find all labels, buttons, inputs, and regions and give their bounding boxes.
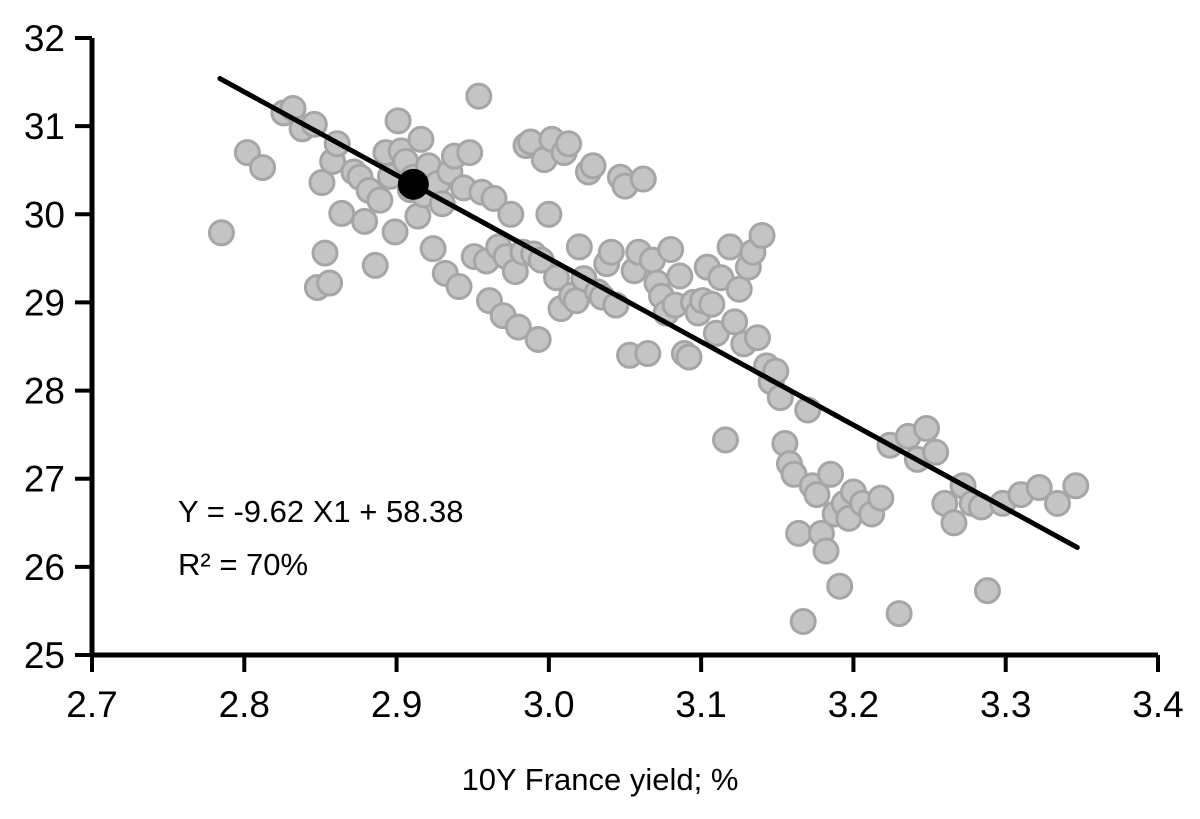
y-tick-label: 29 [24,282,65,323]
scatter-point [419,235,447,263]
scatter-point [698,290,726,318]
y-tick-label: 27 [24,459,65,500]
scatter-point [785,519,813,547]
scatter-point [597,238,625,266]
scatter-point [524,325,552,353]
highlighted-point[interactable] [397,168,429,200]
scatter-point [716,233,744,261]
x-tick-label: 3.3 [980,684,1031,725]
x-tick-label: 3.2 [828,684,879,725]
scatter-markers [207,82,1090,636]
scatter-point [579,152,607,180]
scatter-point [725,275,753,303]
x-tick-label: 2.9 [371,684,422,725]
scatter-point [361,251,389,279]
scatter-point [817,460,845,488]
scatter-point [407,125,435,153]
x-axis-tick-labels: 2.7 2.8 2.9 3.0 3.1 3.2 3.3 3.4 [66,684,1183,725]
scatter-point [249,154,277,182]
scatter-point [535,200,563,228]
trendline [217,76,1080,550]
regression-equation-annotation: Y = -9.62 X1 + 58.38 [178,494,464,529]
scatter-point [634,340,662,368]
scatter-point [311,239,339,267]
y-tick-label: 30 [24,194,65,235]
scatter-point [1062,472,1090,500]
scatter-point [308,169,336,197]
scatter-point [748,221,776,249]
scatter-point [555,130,583,158]
scatter-point [456,139,484,167]
scatter-point [629,165,657,193]
scatter-point [381,218,409,246]
y-axis-ticks [75,36,92,657]
axis-lines [89,38,1158,658]
scatter-point [351,207,379,235]
scatter-point [328,199,356,227]
regression-trendline [217,76,1080,550]
scatter-point [885,600,913,628]
scatter-point [812,537,840,565]
scatter-point [497,200,525,228]
x-tick-label: 3.0 [523,684,574,725]
scatter-point [803,481,831,509]
scatter-point [366,186,394,214]
scatter-point [867,484,895,512]
scatter-point [445,273,473,301]
scatter-point [789,608,817,636]
scatter-point [480,184,508,212]
y-tick-label: 31 [24,106,65,147]
scatter-point [721,308,749,336]
scatter-point [712,426,740,454]
scatter-point [675,343,703,371]
x-axis-ticks [90,655,1160,672]
scatter-point [207,219,235,247]
x-axis-title: 10Y France yield; % [462,762,739,797]
scatter-point [465,82,493,110]
scatter-point [384,107,412,135]
scatter-point [565,233,593,261]
scatter-point [504,313,532,341]
scatter-point [1043,489,1071,517]
y-axis-tick-labels: 25 26 27 28 29 30 31 32 [24,18,65,676]
scatter-point [913,414,941,442]
scatter-point [743,324,771,352]
scatter-point [316,269,344,297]
y-tick-label: 28 [24,371,65,412]
scatter-point [666,262,694,290]
x-tick-label: 3.4 [1132,684,1183,725]
scatter-point [922,438,950,466]
x-tick-label: 2.7 [66,684,117,725]
y-tick-label: 32 [24,18,65,59]
scatter-point [826,572,854,600]
x-tick-label: 2.8 [219,684,270,725]
scatter-point [940,509,968,537]
y-tick-label: 25 [24,635,65,676]
scatter-point [973,577,1001,605]
r-squared-annotation: R² = 70% [178,547,308,582]
scatter-point [657,236,685,264]
highlighted-scatter-point[interactable] [397,168,429,200]
x-tick-label: 3.1 [675,684,726,725]
scatter-point [542,264,570,292]
scatter-point [1025,474,1053,502]
y-tick-label: 26 [24,547,65,588]
